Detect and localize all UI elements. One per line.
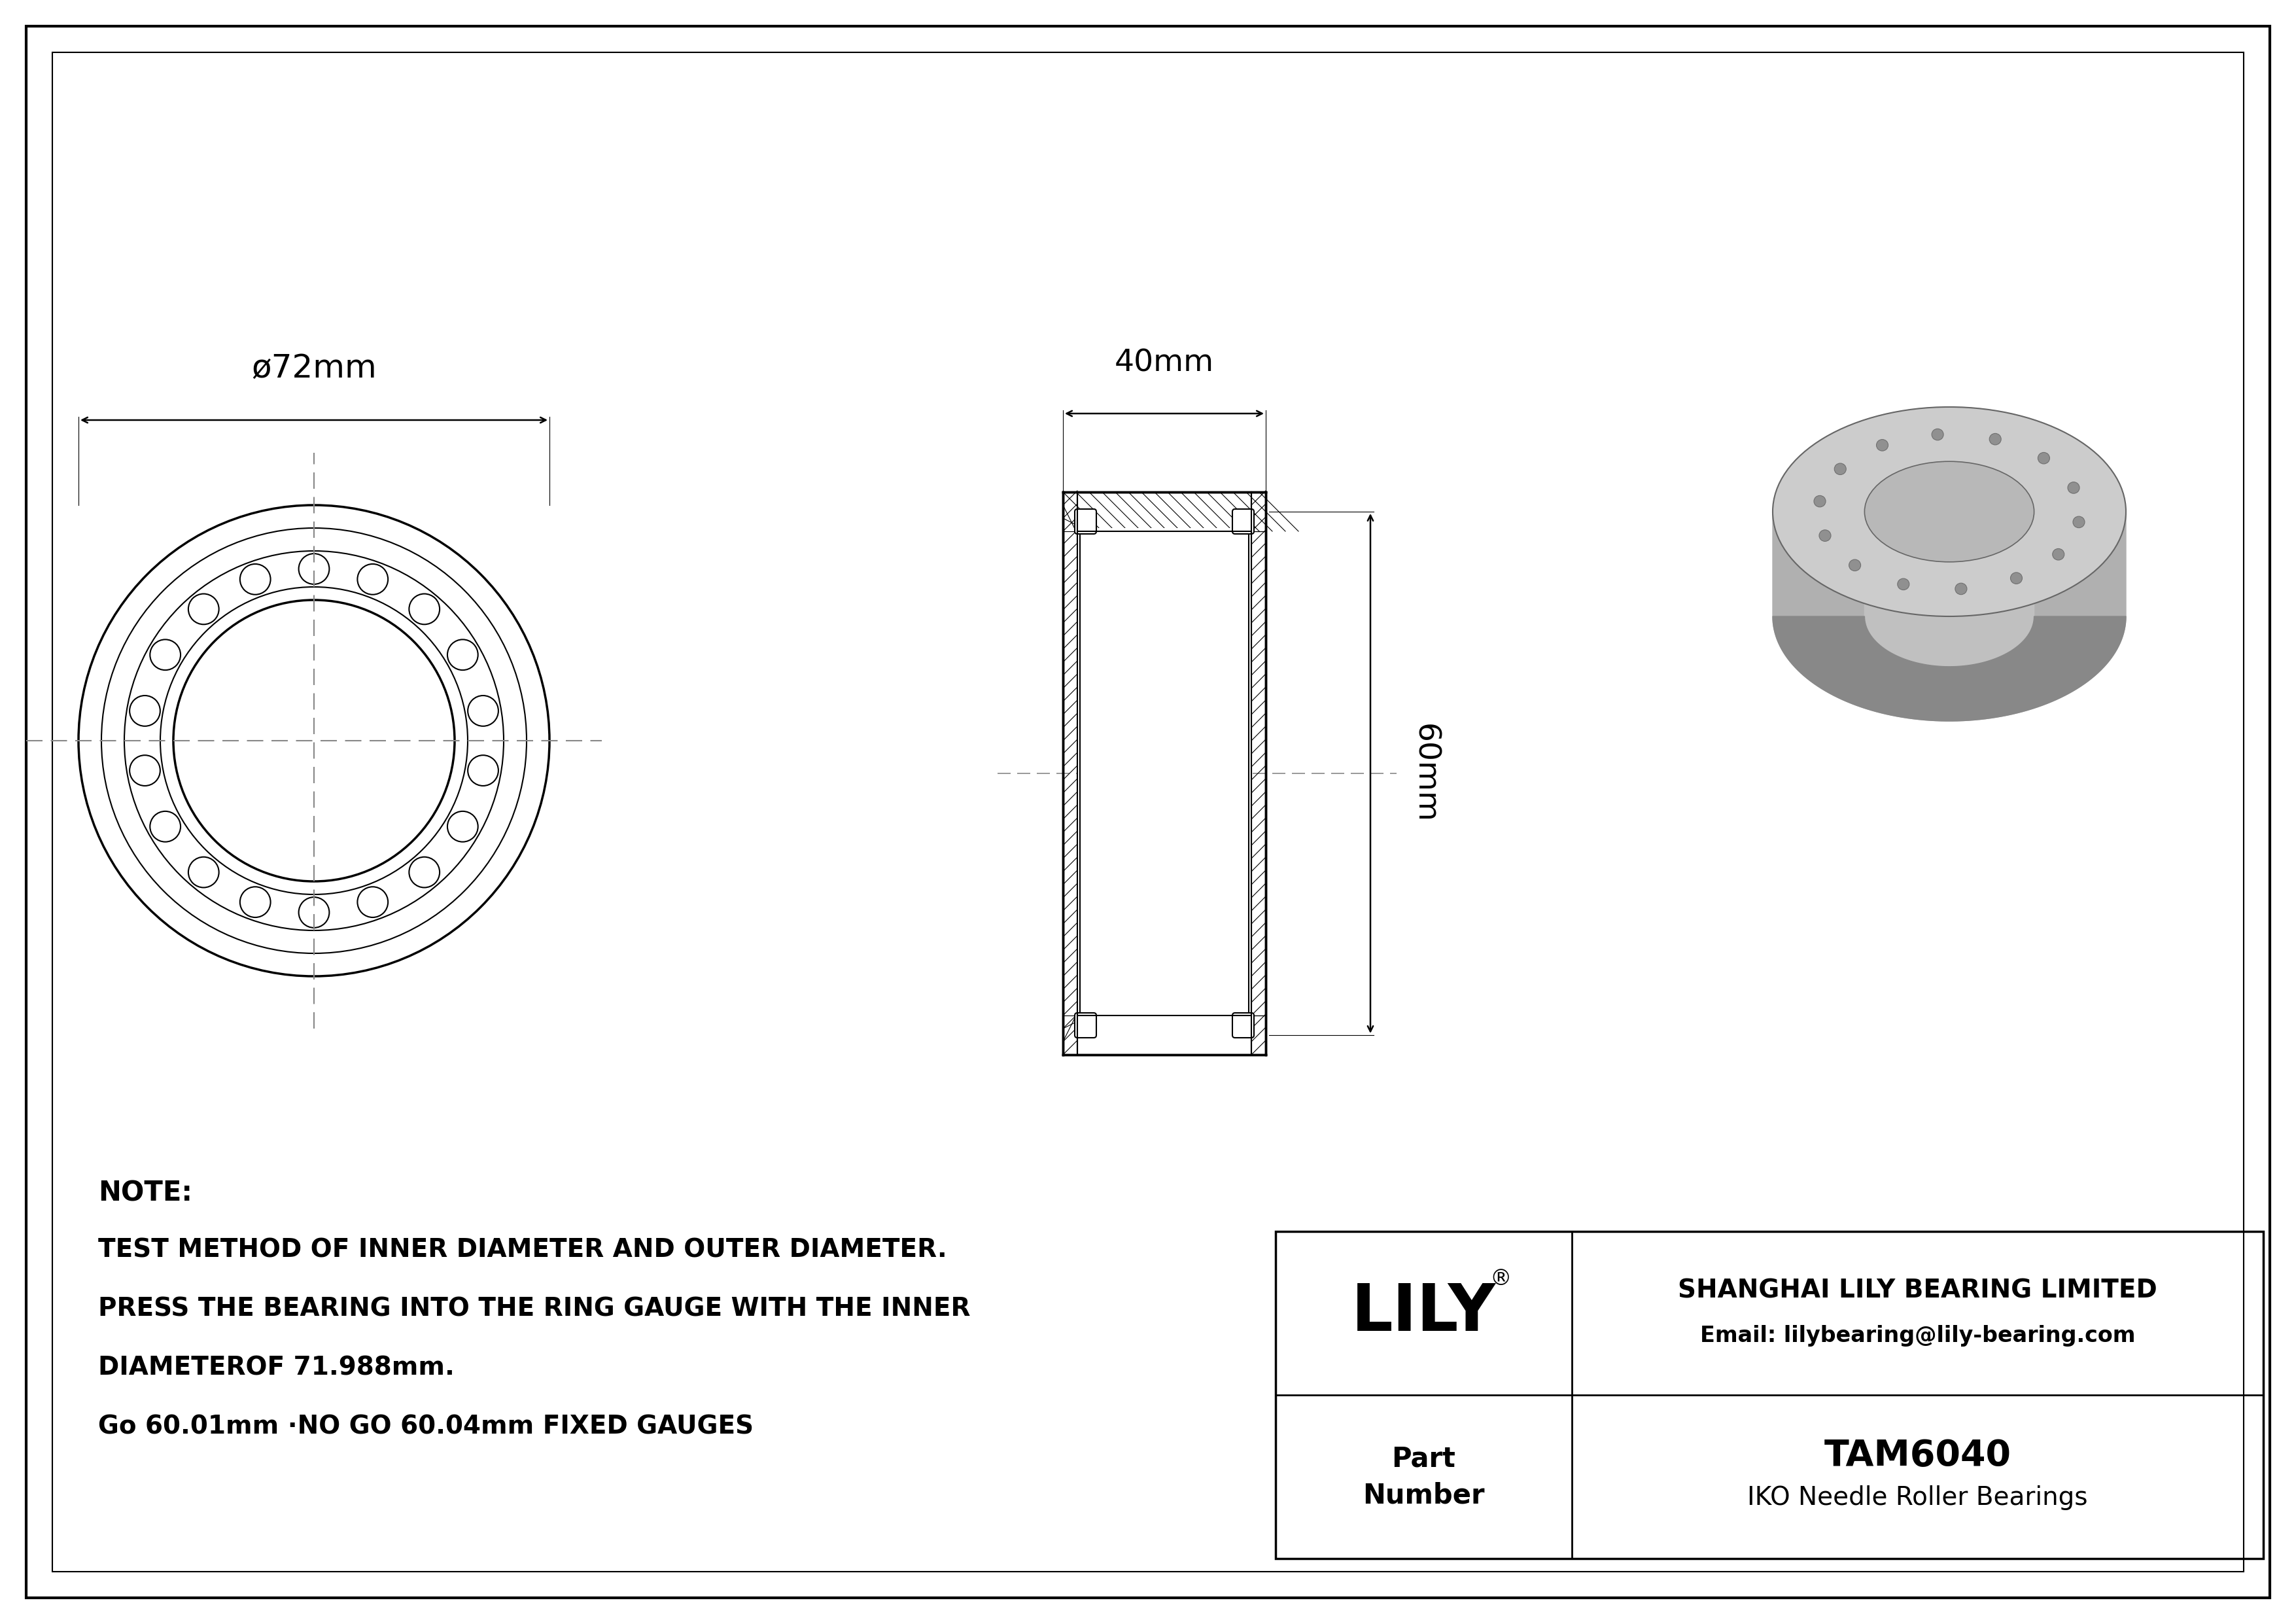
FancyBboxPatch shape bbox=[1075, 1013, 1095, 1038]
Ellipse shape bbox=[1848, 560, 1860, 572]
Polygon shape bbox=[1773, 617, 2126, 721]
Ellipse shape bbox=[2073, 516, 2085, 528]
Ellipse shape bbox=[1818, 529, 1830, 541]
Bar bbox=[1277, 1231, 2264, 1559]
Text: TAM6040: TAM6040 bbox=[1823, 1439, 2011, 1473]
Ellipse shape bbox=[2011, 572, 2023, 585]
Text: Number: Number bbox=[1364, 1481, 1486, 1509]
Ellipse shape bbox=[2053, 549, 2064, 560]
Ellipse shape bbox=[1956, 583, 1968, 594]
Text: Go 60.01mm ·NO GO 60.04mm FIXED GAUGES: Go 60.01mm ·NO GO 60.04mm FIXED GAUGES bbox=[99, 1415, 753, 1439]
FancyBboxPatch shape bbox=[1075, 508, 1095, 534]
Text: ®: ® bbox=[1490, 1268, 1511, 1289]
Text: LILY: LILY bbox=[1352, 1281, 1497, 1345]
Text: IKO Needle Roller Bearings: IKO Needle Roller Bearings bbox=[1747, 1486, 2087, 1510]
Ellipse shape bbox=[2039, 453, 2050, 464]
Ellipse shape bbox=[1835, 463, 1846, 474]
Text: ø72mm: ø72mm bbox=[250, 352, 377, 385]
Text: SHANGHAI LILY BEARING LIMITED: SHANGHAI LILY BEARING LIMITED bbox=[1678, 1278, 2158, 1302]
Text: 60mm: 60mm bbox=[1410, 724, 1440, 823]
Polygon shape bbox=[1773, 512, 2126, 721]
Ellipse shape bbox=[2069, 482, 2080, 494]
Text: NOTE:: NOTE: bbox=[99, 1179, 193, 1207]
Polygon shape bbox=[1864, 512, 2034, 666]
Text: PRESS THE BEARING INTO THE RING GAUGE WITH THE INNER: PRESS THE BEARING INTO THE RING GAUGE WI… bbox=[99, 1298, 971, 1322]
Ellipse shape bbox=[1864, 461, 2034, 562]
Ellipse shape bbox=[1896, 578, 1910, 590]
Text: DIAMETEROF 71.988mm.: DIAMETEROF 71.988mm. bbox=[99, 1356, 455, 1380]
Ellipse shape bbox=[1931, 429, 1942, 440]
FancyBboxPatch shape bbox=[1233, 1013, 1254, 1038]
Ellipse shape bbox=[1988, 434, 2002, 445]
Ellipse shape bbox=[1876, 440, 1887, 451]
Text: 40mm: 40mm bbox=[1114, 348, 1215, 377]
Ellipse shape bbox=[1814, 495, 1825, 507]
Bar bbox=[1079, 528, 1249, 1018]
Bar bbox=[1077, 531, 1251, 1015]
Text: TEST METHOD OF INNER DIAMETER AND OUTER DIAMETER.: TEST METHOD OF INNER DIAMETER AND OUTER … bbox=[99, 1237, 946, 1263]
Text: Email: lilybearing@lily-bearing.com: Email: lilybearing@lily-bearing.com bbox=[1699, 1325, 2135, 1346]
Text: Part: Part bbox=[1391, 1445, 1456, 1473]
Polygon shape bbox=[1773, 408, 2126, 617]
FancyBboxPatch shape bbox=[1233, 508, 1254, 534]
